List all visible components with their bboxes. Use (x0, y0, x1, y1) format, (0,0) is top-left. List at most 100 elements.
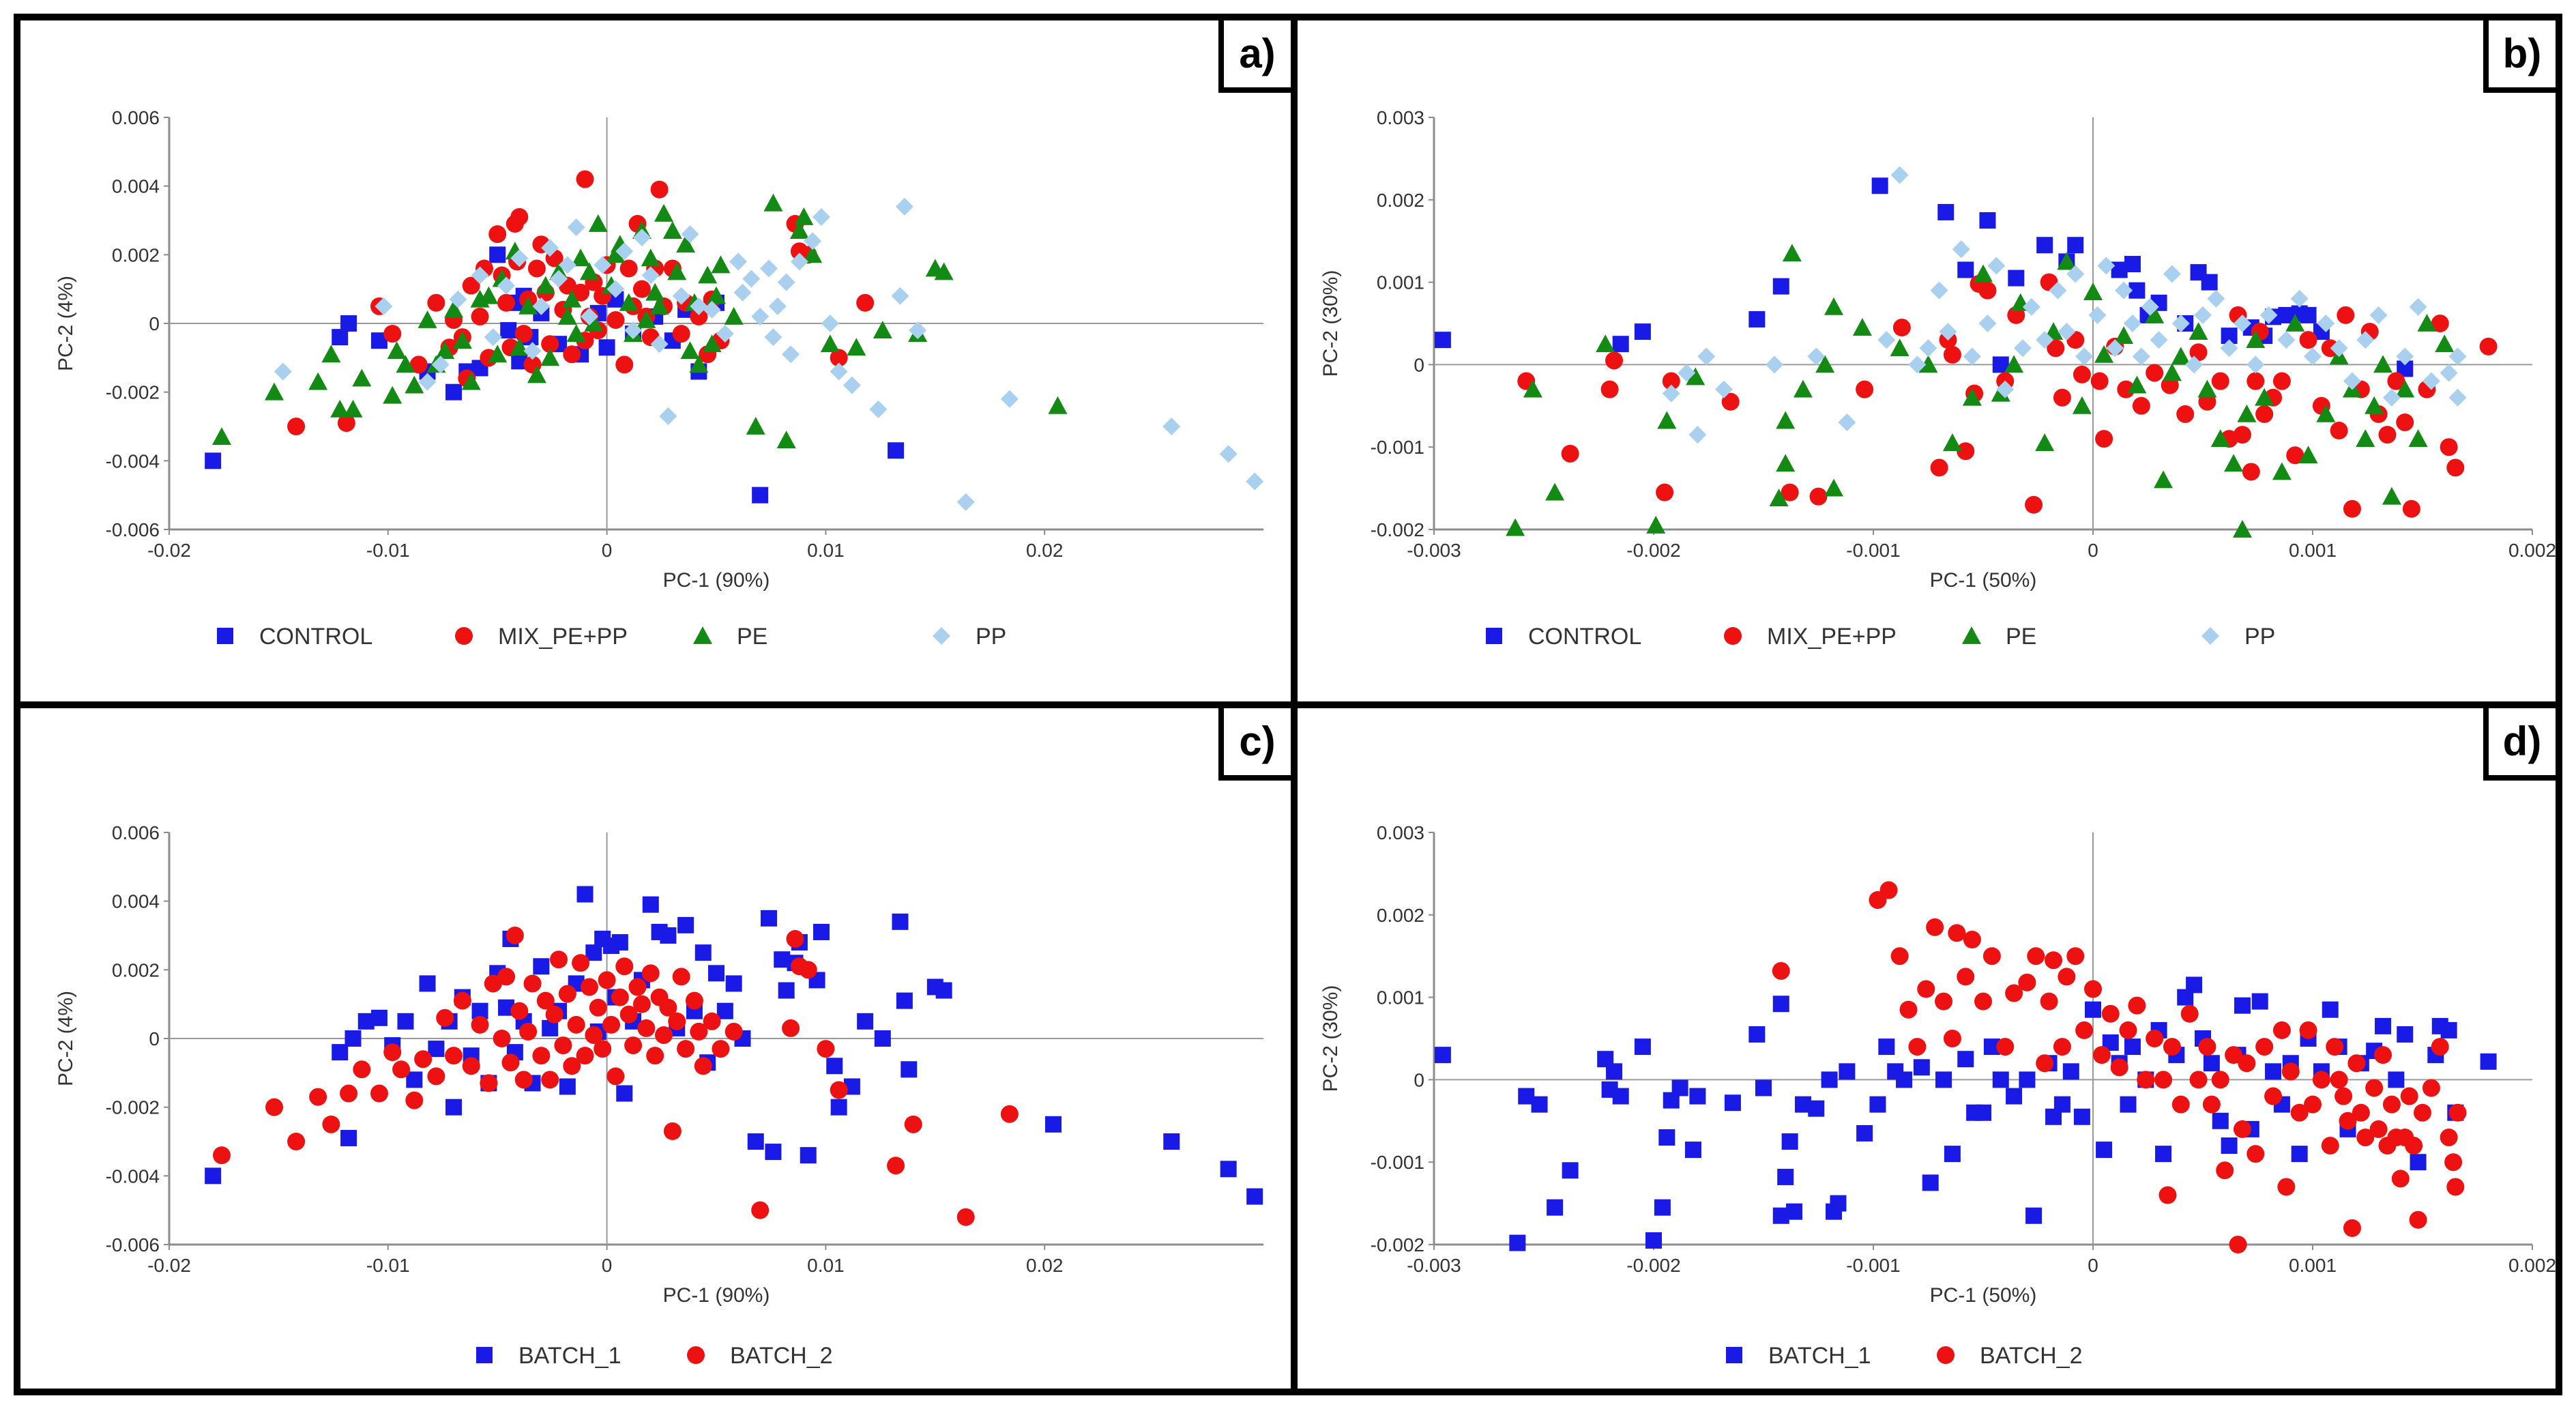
pe-point (707, 286, 726, 304)
panel-label: b) (2483, 20, 2556, 93)
batch-2-point (2374, 1046, 2392, 1064)
pp-point (2163, 265, 2181, 283)
y-tick-label: 0.003 (1377, 107, 1424, 128)
batch-1-point (2397, 1026, 2414, 1043)
pp-point (606, 280, 625, 298)
pe-point (264, 382, 284, 401)
batch-2-point (2189, 1071, 2208, 1089)
pe-point (435, 341, 455, 360)
batch-2-point (576, 1047, 594, 1065)
pe-point (383, 386, 402, 404)
pe-point (776, 431, 796, 449)
batch-2-point (655, 1026, 673, 1044)
pe-point (1776, 411, 1796, 429)
pp-point (2343, 372, 2361, 390)
batch-2-point (541, 1071, 559, 1089)
batch-1-point (1658, 1129, 1675, 1146)
pe-point (2298, 446, 2318, 464)
pp-point (2036, 331, 2054, 349)
batch-1-point (1654, 1199, 1671, 1216)
pe-point (680, 341, 700, 360)
mix-pe-pp-point (2242, 463, 2260, 481)
batch-2-point (2005, 984, 2023, 1002)
batch-1-point (205, 1167, 222, 1185)
control-point (1957, 261, 1974, 278)
pp-point (1246, 472, 1264, 491)
mix-pe-pp-point (527, 259, 546, 278)
pe-point (540, 348, 560, 366)
x-tick-label: 0.002 (2508, 1255, 2556, 1276)
pp-point (843, 376, 861, 394)
pe-point (2373, 355, 2393, 373)
batch-1-point (2388, 1071, 2405, 1088)
pe-point (562, 289, 582, 308)
batch-2-point (2330, 1071, 2348, 1089)
pp-point (716, 325, 734, 343)
batch-2-point (1957, 968, 1975, 986)
batch-2-point (2018, 973, 2036, 991)
mix-pe-pp-point (830, 349, 848, 367)
mix-pe-pp-point (856, 293, 875, 312)
pe-point (689, 355, 709, 373)
pp-point (2317, 315, 2335, 332)
batch-2-point (2339, 1112, 2357, 1130)
batch-2-point (453, 991, 471, 1010)
pe-point (1890, 338, 1909, 357)
pp-point (532, 297, 551, 315)
x-tick-label: -0.001 (1846, 1255, 1900, 1276)
control-point (598, 339, 615, 356)
legend-label-control: CONTROL (259, 624, 372, 650)
pe-point (1545, 482, 1565, 501)
pe-point (352, 368, 372, 387)
legend-label-pp: PP (2244, 624, 2275, 650)
x-tick-label: 0.02 (1026, 1255, 1064, 1276)
pp-point (909, 321, 927, 340)
pp-point (541, 239, 559, 257)
mix-pe-pp-point (488, 225, 507, 244)
pe-point (2072, 396, 2092, 414)
pp-point (523, 342, 542, 360)
pp-point (594, 256, 612, 274)
pe-point (636, 310, 656, 328)
batch-1-point (1684, 1142, 1701, 1159)
mix-pe-pp-point (2431, 315, 2449, 332)
x-tick-label: 0.001 (2289, 1255, 2337, 1276)
batch-2-point (2137, 1071, 2155, 1089)
pp-point (891, 287, 909, 305)
pe-point (654, 203, 674, 222)
batch-2-point (2225, 1046, 2243, 1064)
pp-point (1162, 418, 1181, 435)
batch-1-point (332, 1044, 349, 1061)
pp-point (681, 225, 699, 244)
control-point (1979, 212, 1996, 229)
y-tick-label: -0.006 (106, 519, 160, 540)
batch-1-point (1777, 1168, 1794, 1185)
pe-point (418, 310, 437, 328)
x-axis-label: PC-1 (50%) (1930, 569, 2037, 592)
batch-2-point (501, 1054, 520, 1072)
batch-1-point (800, 1147, 817, 1164)
batch-1-point (445, 1099, 463, 1116)
pe-point (2057, 252, 2077, 270)
pp-point (471, 266, 489, 285)
mix-pe-pp-point (1809, 487, 1828, 506)
legend-marker-control (1486, 628, 1502, 644)
pe-point (641, 248, 660, 267)
y-tick-label: -0.004 (106, 450, 160, 471)
mix-pe-pp-point (2286, 446, 2304, 465)
pe-point (794, 207, 814, 225)
batch-2-point (2229, 1236, 2247, 1253)
batch-1-point (2025, 1207, 2043, 1224)
pe-point (2189, 322, 2208, 340)
pe-point (1918, 355, 1938, 373)
batch-1-point (397, 1013, 414, 1030)
batch-1-point (747, 1133, 764, 1150)
batch-1-point (1645, 1232, 1662, 1249)
pp-point (1930, 281, 1948, 300)
batch-1-point (1944, 1146, 1961, 1163)
batch-2-point (2255, 1038, 2274, 1056)
control-point (888, 442, 905, 459)
mix-pe-pp-point (576, 170, 594, 188)
batch-2-point (414, 1050, 433, 1069)
pe-point (1974, 264, 1993, 282)
